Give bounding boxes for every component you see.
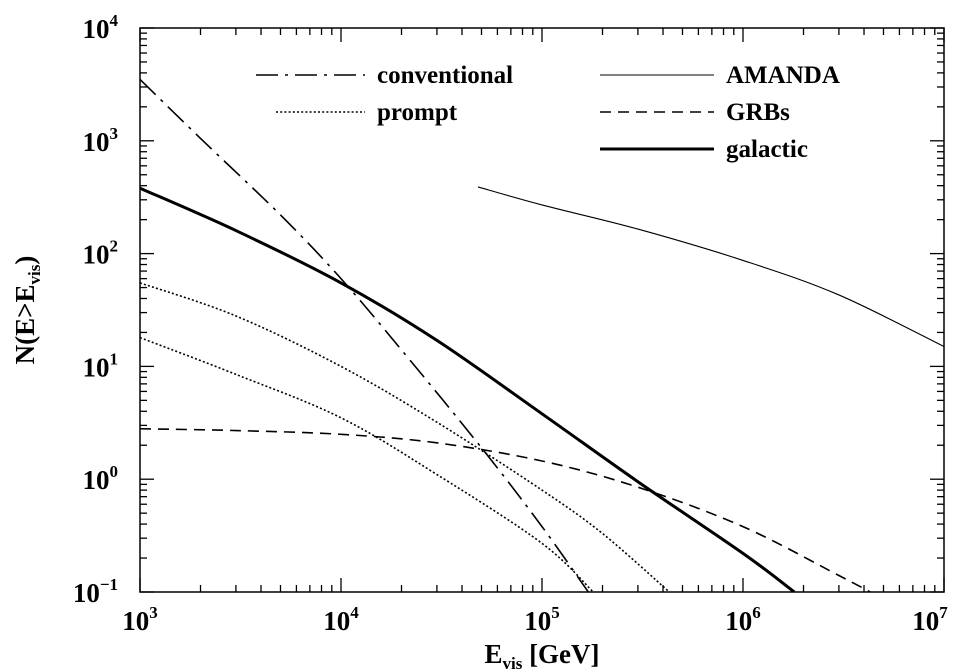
legend-label-amanda: AMANDA (726, 62, 840, 89)
series-line-galactic (140, 186, 796, 592)
tick-labels: 103 104 105 106 107 10−1 100 101 102 103 104 (73, 11, 948, 636)
series-line-conventional (140, 78, 589, 592)
x-tick-label: 103 (122, 603, 158, 636)
x-tick-label: 106 (725, 603, 761, 636)
y-tick-label: 100 (83, 462, 119, 495)
legend-label-conventional: conventional (377, 62, 513, 89)
series-line-curve-2 (140, 336, 594, 592)
x-tick-label: 104 (323, 603, 359, 636)
y-tick-label: 104 (83, 11, 119, 44)
series-line-grbs (140, 427, 871, 592)
y-tick-label: 101 (83, 349, 119, 382)
y-axis-label: N(E>Evis) (10, 256, 44, 365)
series-line-prompt (140, 282, 670, 592)
legend: conventional prompt AMANDA GRBs galactic (256, 62, 840, 163)
legend-label-grbs: GRBs (726, 99, 790, 126)
x-tick-label: 107 (912, 603, 948, 636)
y-tick-label: 103 (83, 124, 119, 157)
legend-label-galactic: galactic (726, 136, 808, 163)
y-tick-label: 102 (83, 237, 119, 270)
series-group (140, 78, 944, 592)
y-tick-label: 10−1 (73, 575, 118, 608)
plot-frame (139, 27, 945, 593)
x-tick-label: 105 (524, 603, 560, 636)
x-axis-label: Evis [GeV] (484, 639, 599, 669)
series-line-amanda (477, 186, 944, 348)
legend-label-prompt: prompt (377, 99, 458, 126)
axis-ticks (139, 27, 945, 593)
